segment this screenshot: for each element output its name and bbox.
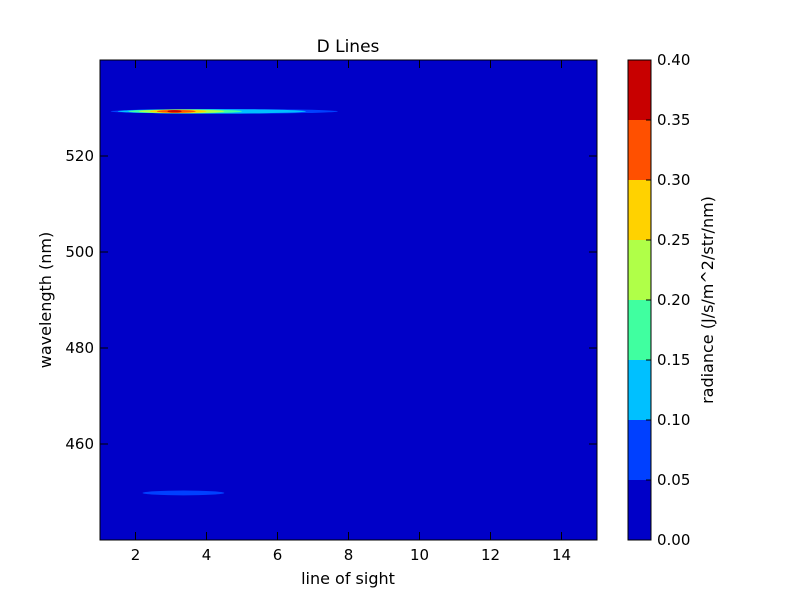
x-tick-label-2: 2 [131,546,141,564]
colorbar-segment-4 [628,240,651,300]
colorbar-tick-label-6: 0.30 [657,171,690,189]
x-tick-label-12: 12 [481,546,500,564]
colorbar-tick-label-2: 0.10 [657,411,690,429]
colorbar-segment-1 [628,420,651,480]
colorbar-segment-5 [628,180,651,240]
y-tick-label-480: 480 [65,339,94,357]
band-0-segment-6 [167,110,182,113]
colorbar-tick-label-3: 0.15 [657,351,690,369]
chart-title: D Lines [317,37,380,57]
x-tick-label-6: 6 [273,546,283,564]
x-tick-label-10: 10 [410,546,429,564]
colorbar-segment-0 [628,480,651,540]
band-1-segment-0 [142,490,225,496]
y-tick-label-520: 520 [65,147,94,165]
colorbar: 0.00 0.05 0.10 0.15 0.20 0.25 0.30 0.35 0.40 [627,51,690,549]
y-axis-label: wavelength (nm) [36,232,55,369]
y-tick-label-460: 460 [65,435,94,453]
colorbar-tick-label-0: 0.00 [657,531,690,549]
colorbar-segment-6 [628,120,651,180]
axes: 2 4 6 8 10 12 14 460 480 500 520 [65,59,598,564]
radiance-bands [110,108,338,496]
y-tick-label-500: 500 [65,243,94,261]
colorbar-tick-label-1: 0.05 [657,471,690,489]
colorbar-tick-label-8: 0.40 [657,51,690,69]
plot-background [100,60,597,540]
colorbar-tick-label-4: 0.20 [657,291,690,309]
colorbar-segment-3 [628,300,651,360]
plot-area [100,60,597,540]
colorbar-segment-2 [628,360,651,420]
colorbar-label: radiance (J/s/m^2/str/nm) [698,196,717,404]
x-tick-label-4: 4 [202,546,212,564]
colorbar-segment-7 [628,60,651,120]
x-axis-label: line of sight [301,569,395,588]
colorbar-tick-label-7: 0.35 [657,111,690,129]
x-tick-label-8: 8 [344,546,354,564]
x-tick-label-14: 14 [552,546,571,564]
colorbar-tick-label-5: 0.25 [657,231,690,249]
